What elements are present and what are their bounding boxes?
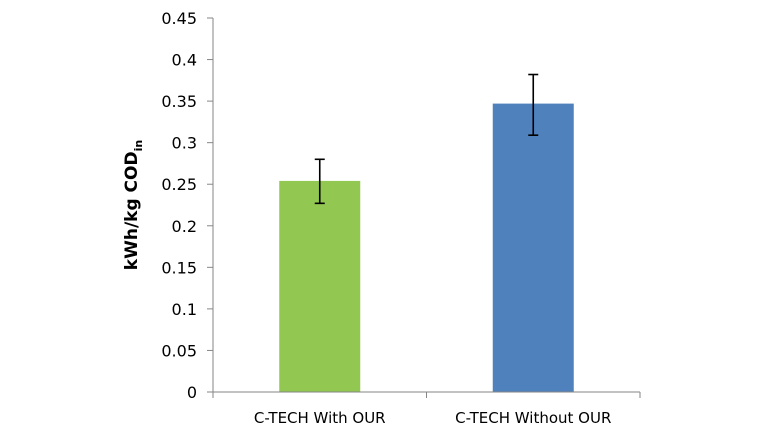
bar — [492, 103, 574, 393]
y-tick-label: 0.15 — [161, 258, 197, 277]
x-category-label: C-TECH Without OUR — [455, 409, 611, 427]
y-tick-label: 0.35 — [161, 92, 197, 111]
y-tick-label: 0.1 — [172, 300, 197, 319]
error-bar — [528, 73, 539, 136]
y-tick-label: 0.3 — [172, 134, 197, 153]
y-tick-label: 0.45 — [161, 9, 197, 28]
x-category-label: C-TECH With OUR — [254, 409, 386, 427]
y-tick-label: 0 — [187, 383, 197, 402]
bar — [279, 180, 361, 392]
y-tick-label: 0.25 — [161, 175, 197, 194]
y-tick-label: 0.4 — [172, 51, 197, 70]
error-bar — [314, 158, 325, 205]
y-tick-label: 0.2 — [172, 217, 197, 236]
y-tick-label: 0.05 — [161, 341, 197, 360]
y-axis-label: kWh/kg CODin — [122, 140, 145, 270]
